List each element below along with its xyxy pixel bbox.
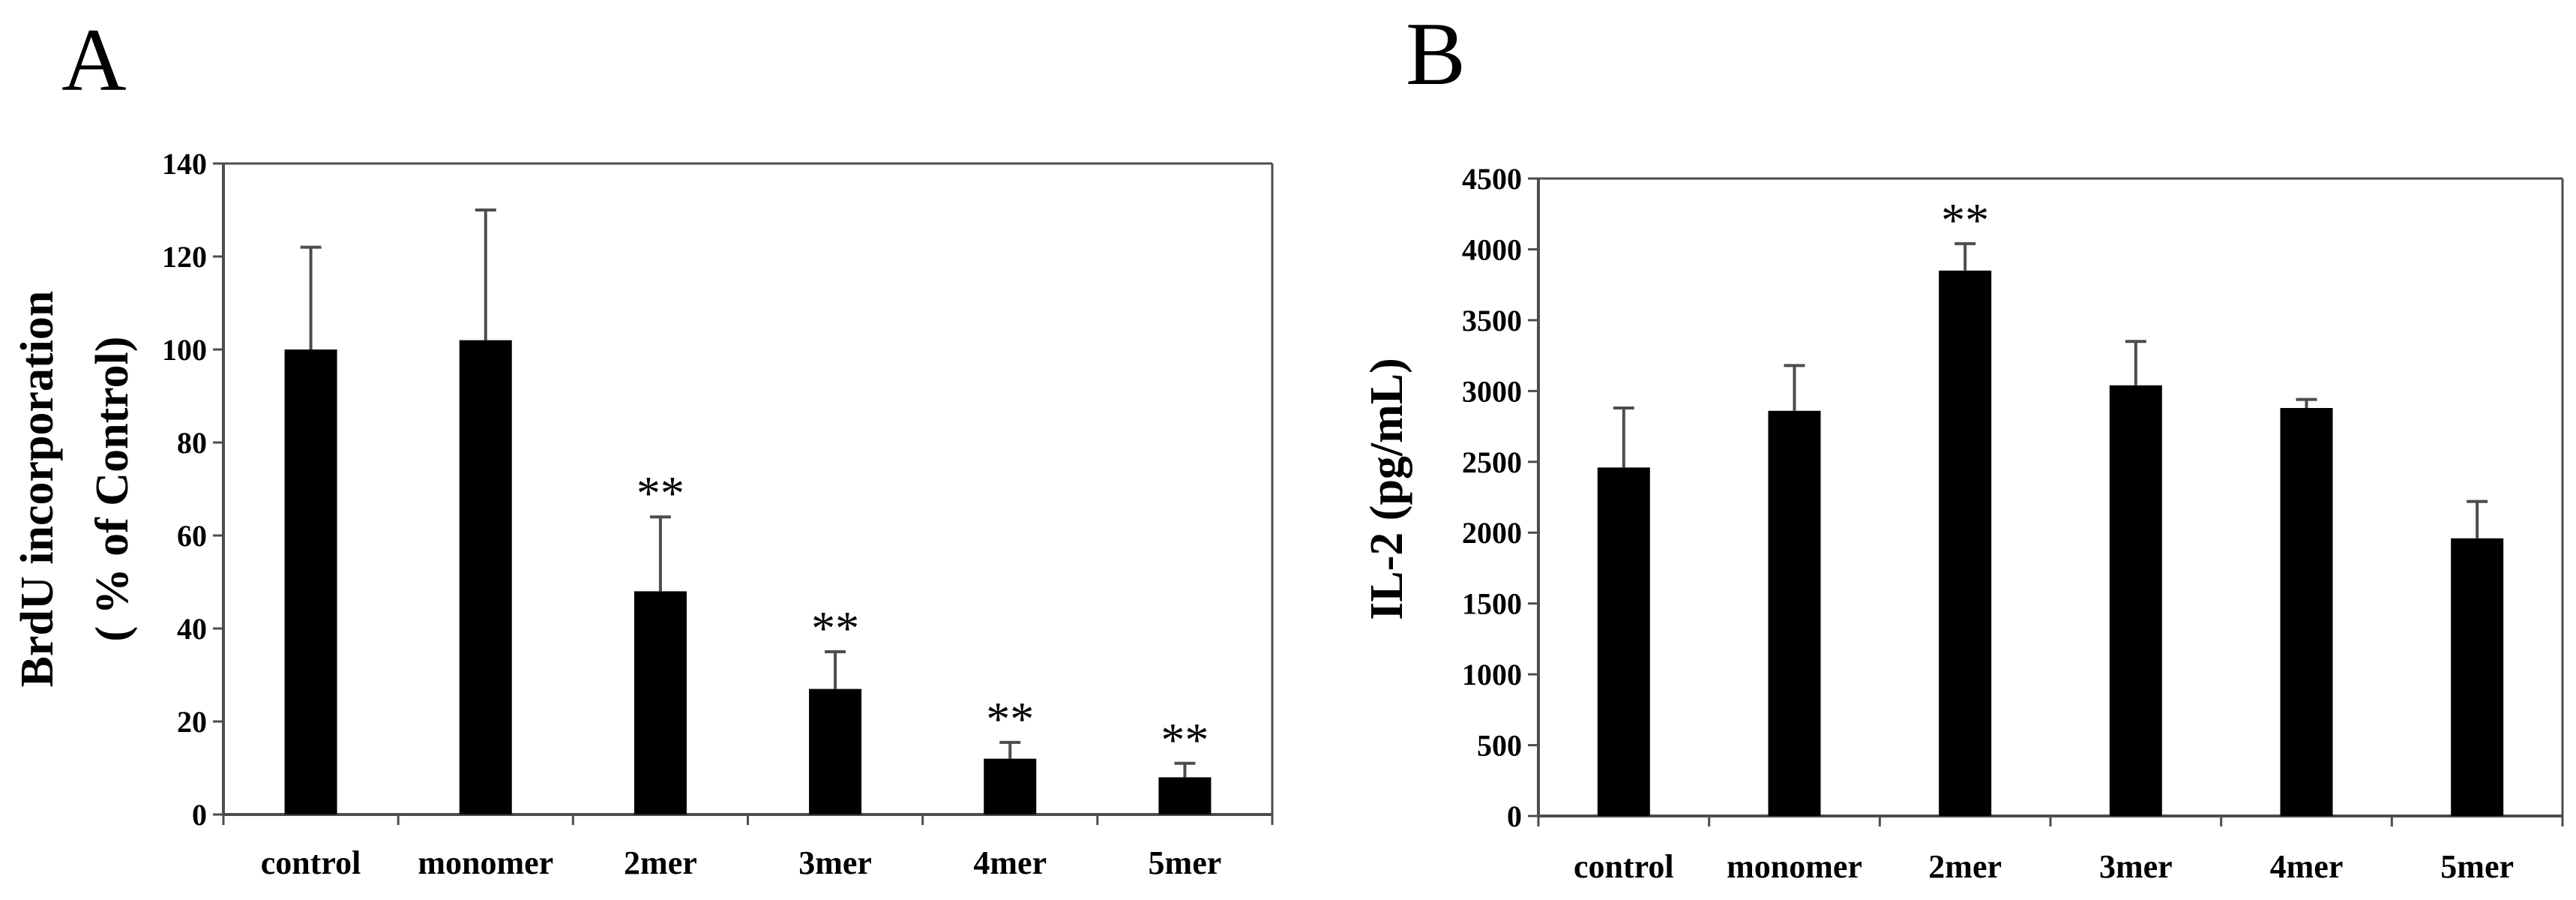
bar-5mer	[1158, 777, 1212, 814]
bar-control	[284, 350, 337, 814]
y-tick-label: 500	[1477, 729, 1522, 763]
category-label: 3mer	[2099, 848, 2173, 885]
bar-3mer	[809, 688, 862, 814]
bar-2mer	[1939, 270, 1992, 816]
significance-marker: **	[986, 692, 1034, 746]
significance-marker: **	[1161, 713, 1209, 766]
y-tick-label: 60	[177, 519, 207, 553]
y-tick-label: 140	[162, 147, 207, 181]
y-tick-label: 1500	[1462, 587, 1522, 621]
significance-marker: **	[811, 602, 859, 655]
category-label: control	[261, 844, 361, 881]
y-tick-label: 4500	[1462, 162, 1522, 196]
y-tick-label: 4000	[1462, 232, 1522, 266]
category-label: monomer	[1727, 848, 1862, 885]
bar-monomer	[1768, 410, 1821, 816]
category-label: 3mer	[798, 844, 872, 881]
chart-panel-B: B 0 500 1000 1500 2000 2500 3000 3500 4000 4500 con…	[1361, 4, 2564, 885]
y-axis-label: ( % of Control)	[87, 337, 138, 642]
bar-4mer	[984, 758, 1037, 814]
bar-control	[1597, 467, 1650, 816]
category-label: 5mer	[2440, 848, 2514, 885]
y-tick-label: 0	[1507, 800, 1522, 833]
significance-marker: **	[637, 466, 684, 520]
panel-label: A	[61, 10, 127, 110]
chart-panel-A: A 0 20 40 60 80 100 120 140 control monomer 2mer ** 3…	[12, 10, 1274, 881]
y-tick-label: 100	[162, 333, 207, 367]
bar-3mer	[2109, 385, 2162, 816]
y-axis-label: BrdU incorporation	[12, 291, 63, 688]
bar-4mer	[2280, 408, 2333, 816]
y-tick-label: 3500	[1462, 304, 1522, 338]
category-label: 2mer	[1928, 848, 2002, 885]
y-axis-label: IL-2 (pg/mL)	[1361, 358, 1412, 620]
category-label: 4mer	[973, 844, 1047, 881]
y-tick-label: 120	[162, 240, 207, 274]
significance-marker: **	[1941, 194, 1989, 247]
category-label: 5mer	[1149, 844, 1222, 881]
y-tick-label: 20	[177, 705, 207, 739]
category-label: 4mer	[2270, 848, 2344, 885]
y-tick-label: 3000	[1462, 374, 1522, 408]
category-label: 2mer	[624, 844, 697, 881]
y-tick-label: 1000	[1462, 658, 1522, 692]
bar-5mer	[2451, 538, 2504, 816]
y-tick-label: 2000	[1462, 516, 1522, 550]
y-tick-label: 2500	[1462, 446, 1522, 479]
panel-label: B	[1406, 4, 1466, 104]
y-tick-label: 40	[177, 612, 207, 646]
bar-2mer	[634, 591, 687, 814]
y-tick-label: 0	[192, 798, 207, 832]
y-tick-label: 80	[177, 426, 207, 460]
category-label: monomer	[418, 844, 553, 881]
category-label: control	[1574, 848, 1674, 885]
bar-monomer	[459, 340, 512, 815]
